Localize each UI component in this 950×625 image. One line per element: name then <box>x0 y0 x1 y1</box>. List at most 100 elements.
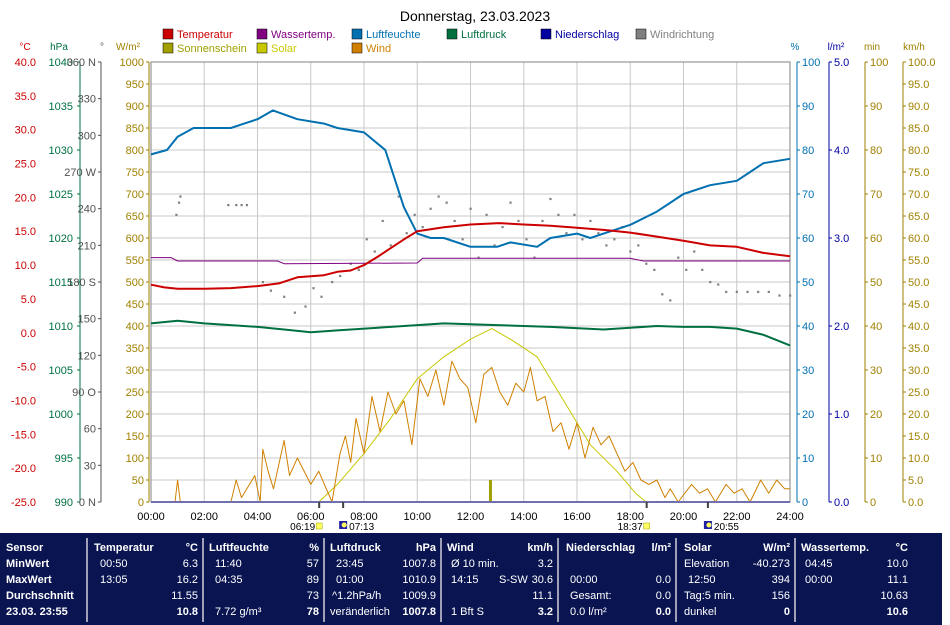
y-tick-label: 0.0 <box>834 497 849 509</box>
y-tick-label: 65.0 <box>908 211 929 223</box>
wind-direction-point <box>227 204 230 207</box>
y-tick-label: 50.0 <box>908 277 929 289</box>
wind-direction-point <box>789 294 792 297</box>
temperature-min-time: 00:50 <box>100 558 128 570</box>
y-tick-label: 0.0 <box>908 497 923 509</box>
row-label-sensor: Sensor <box>6 542 44 554</box>
moon-event-label: 07:13 <box>349 522 374 530</box>
legend-label: Solar <box>271 43 297 55</box>
precip-unit: l/m² <box>651 542 671 554</box>
wind-direction-point <box>283 295 286 298</box>
x-tick-label: 04:00 <box>244 511 272 523</box>
row-label-min: MinWert <box>6 558 50 570</box>
wind-direction-point <box>312 287 315 290</box>
wind-direction-point <box>389 244 392 247</box>
y-tick-label: 35.0 <box>908 343 929 355</box>
solar-title: Solar <box>684 542 712 554</box>
summary-panel: Sensor MinWert MaxWert Durchschnitt 23.0… <box>0 533 942 625</box>
y-tick-label: 850 <box>126 123 144 135</box>
wind-avg10-label: Ø 10 min. <box>451 558 499 570</box>
y-tick-label: 15.0 <box>908 431 929 443</box>
sun-event-label: 06:19 <box>290 522 315 530</box>
legend-swatch <box>540 28 552 40</box>
y-tick-label: -15.0 <box>11 429 36 441</box>
wind-avg-value: 11.1 <box>532 590 553 602</box>
y-tick-label: 30 <box>84 460 96 472</box>
wind-max-direction: S-SW <box>499 574 528 586</box>
wind-direction-point <box>477 256 480 259</box>
legend-label: Sonnenschein <box>177 43 247 55</box>
y-tick-label: 1030 <box>49 145 73 157</box>
weather-chart: Donnerstag, 23.03.2023 Temperatur Wassert… <box>10 8 936 530</box>
wind-max-time: 14:15 <box>451 574 479 586</box>
wind-direction-point <box>637 244 640 247</box>
precip-max-value: 0.0 <box>655 574 671 586</box>
grid <box>150 61 791 503</box>
y-tick-label: 40.0 <box>908 321 929 333</box>
y-tick-label: 10.0 <box>908 453 929 465</box>
legend-label: Luftdruck <box>461 29 507 41</box>
y-tick-label: 85.0 <box>908 123 929 135</box>
wind-direction-point <box>541 219 544 223</box>
wind-direction-point <box>445 201 448 204</box>
y-tick-label: 20.0 <box>15 192 36 204</box>
precip-current-value: 0.0 <box>655 606 671 618</box>
y-tick-label: 5.0 <box>21 294 36 306</box>
series-luftfeuchte-line <box>150 109 791 248</box>
wind-direction-point <box>701 268 704 271</box>
y-tick-label: 25.0 <box>15 159 36 171</box>
precip-rate: 0.0 l/m² <box>570 606 607 618</box>
y-tick-label: 60 <box>870 233 882 245</box>
y-tick-label: 80 <box>802 145 814 157</box>
y-tick-label: 70 <box>802 189 814 201</box>
wind-direction-point <box>373 250 376 253</box>
chart-title: Donnerstag, 23.03.2023 <box>400 8 550 24</box>
water-temp-column: Wassertemp. °C 04:45 10.0 00:00 11.1 10.63 … <box>797 538 912 622</box>
y-tick-label: 60.0 <box>908 233 929 245</box>
legend-label: Luftfeuchte <box>366 29 420 41</box>
wind-direction-point <box>179 195 182 198</box>
x-tick-label: 14:00 <box>510 511 538 523</box>
legend: Temperatur Wassertemp. Luftfeuchte Luftdruc… <box>162 28 714 55</box>
legend-label: Niederschlag <box>555 29 619 41</box>
water-temp-unit: °C <box>895 542 908 554</box>
y-tick-label: 100.0 <box>908 57 936 69</box>
y-tick-label: 3.0 <box>834 233 849 245</box>
wind-direction-point <box>533 256 536 259</box>
y-tick-label: 300 <box>126 365 144 377</box>
wind-direction-point <box>517 219 520 223</box>
precip-total-label: Gesamt: <box>570 590 612 602</box>
y-tick-label: 240 <box>78 204 96 216</box>
wind-direction-point <box>339 274 342 278</box>
wind-direction-point <box>413 213 416 216</box>
y-tick-label: 75.0 <box>908 167 929 179</box>
humidity-column: Luftfeuchte% 11:40 57 04:35 89 73 7.72 g/m… <box>205 538 325 622</box>
legend-swatch <box>351 28 363 40</box>
y-tick-label: 1040 <box>49 57 73 69</box>
wind-direction-point <box>735 290 738 293</box>
wind-bft: 1 Bft S <box>451 606 485 618</box>
wind-direction-point <box>357 268 360 271</box>
y-axis-unit: °C <box>19 42 30 53</box>
y-axis-unit: % <box>791 42 800 53</box>
y-tick-label: 70 <box>870 189 882 201</box>
y-tick-label: 0 <box>802 497 808 509</box>
y-tick-label: 70.0 <box>908 189 929 201</box>
moon-icon-glyph <box>706 522 712 528</box>
humidity-unit: % <box>309 542 319 554</box>
solar-sun-minutes-value: 156 <box>771 590 790 602</box>
wind-direction-point <box>453 219 456 223</box>
wind-direction-point <box>525 238 528 241</box>
y-tick-label: 1000 <box>49 409 73 421</box>
wind-direction-point <box>461 238 464 241</box>
x-tick-label: 20:00 <box>670 511 698 523</box>
legend-swatch <box>635 28 647 40</box>
y-tick-label: 0 N <box>79 497 96 509</box>
humidity-absolute: 7.72 g/m³ <box>215 606 262 618</box>
wind-direction-point <box>405 232 408 235</box>
y-tick-label: -20.0 <box>11 463 36 475</box>
legend-label: Temperatur <box>177 29 233 41</box>
y-tick-label: 150 <box>126 431 144 443</box>
wind-direction-point <box>685 268 688 271</box>
y-tick-label: 995 <box>55 453 73 465</box>
